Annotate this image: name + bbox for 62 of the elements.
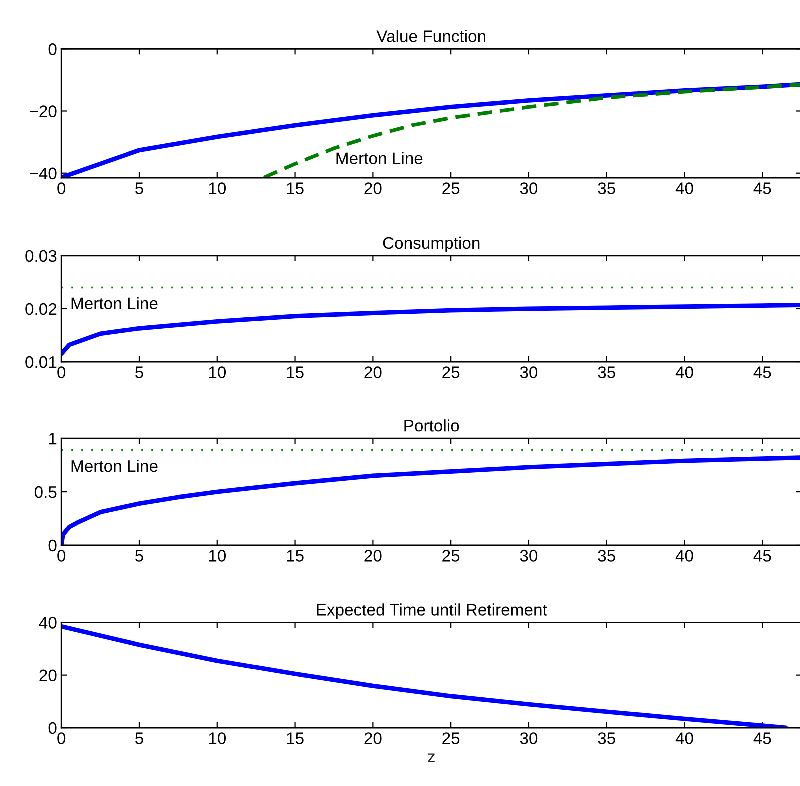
ref-line-label: Merton Line	[72, 460, 158, 472]
y-tick-label: 0	[48, 540, 57, 552]
x-tick-label: 5	[136, 366, 144, 378]
x-tick-label: 30	[520, 366, 538, 378]
y-tick-label: 0.01	[26, 356, 57, 368]
x-tick-label: 15	[287, 550, 304, 562]
x-tick-label: 10	[209, 366, 226, 378]
x-tick-label: 35	[598, 182, 616, 194]
x-tick-label: 35	[598, 550, 616, 562]
x-tick-label: 0	[58, 366, 66, 378]
x-axis-title: z	[428, 754, 435, 763]
x-tick-label: 20	[364, 366, 382, 378]
x-tick-label: 30	[520, 732, 538, 744]
x-tick-label: 25	[442, 366, 460, 378]
x-tick-label: 35	[598, 732, 616, 744]
x-tick-label: 30	[520, 550, 538, 562]
x-tick-label: 25	[442, 550, 460, 562]
x-tick-label: 40	[676, 732, 694, 744]
x-tick-label: 25	[442, 732, 460, 744]
x-tick-label: 15	[287, 182, 304, 194]
ref-line-label: Merton Line	[72, 297, 158, 310]
y-tick-label: 0.5	[34, 486, 57, 498]
y-tick-label: 0	[48, 44, 57, 56]
chart-title: Consumption	[383, 236, 480, 252]
y-tick-label: −20	[30, 106, 57, 118]
x-tick-label: 15	[287, 366, 304, 378]
x-tick-label: 25	[442, 182, 460, 194]
y-tick-label: 0	[48, 722, 57, 734]
line-series	[62, 624, 788, 728]
y-tick-label: −40	[30, 168, 57, 180]
x-tick-label: 35	[598, 366, 616, 378]
annotation: Merton Line	[336, 152, 423, 164]
x-tick-label: 0	[58, 182, 66, 194]
x-tick-label: 5	[136, 182, 144, 194]
x-tick-label: 45	[754, 732, 772, 744]
chart-title: Value Function	[376, 30, 486, 42]
x-tick-label: 20	[364, 182, 382, 194]
x-tick-label: 15	[287, 732, 304, 744]
line-series	[262, 83, 800, 178]
x-tick-label: 0	[58, 732, 66, 744]
y-tick-label: 0.02	[26, 303, 57, 316]
x-tick-label: 20	[364, 550, 382, 562]
x-tick-label: 40	[676, 366, 694, 378]
x-tick-label: 10	[209, 732, 226, 744]
x-tick-label: 45	[754, 550, 772, 562]
x-tick-label: 5	[136, 732, 144, 744]
x-tick-label: 10	[209, 550, 226, 562]
y-tick-label: 40	[39, 617, 57, 629]
x-tick-label: 10	[209, 182, 226, 194]
y-tick-label: 20	[40, 670, 57, 682]
x-tick-label: 30	[520, 182, 538, 194]
x-tick-label: 40	[676, 550, 694, 562]
x-tick-label: 0	[58, 550, 66, 562]
x-tick-label: 5	[136, 550, 144, 562]
y-tick-label: 1	[49, 433, 57, 445]
x-tick-label: 20	[364, 732, 382, 744]
x-tick-label: 45	[754, 182, 772, 194]
chart-title: Portolio	[404, 420, 460, 432]
x-tick-label: 45	[754, 366, 772, 378]
y-tick-label: 0.03	[26, 250, 57, 262]
chart-title: Expected Time until Retirement	[317, 604, 548, 620]
x-tick-label: 40	[676, 182, 694, 194]
